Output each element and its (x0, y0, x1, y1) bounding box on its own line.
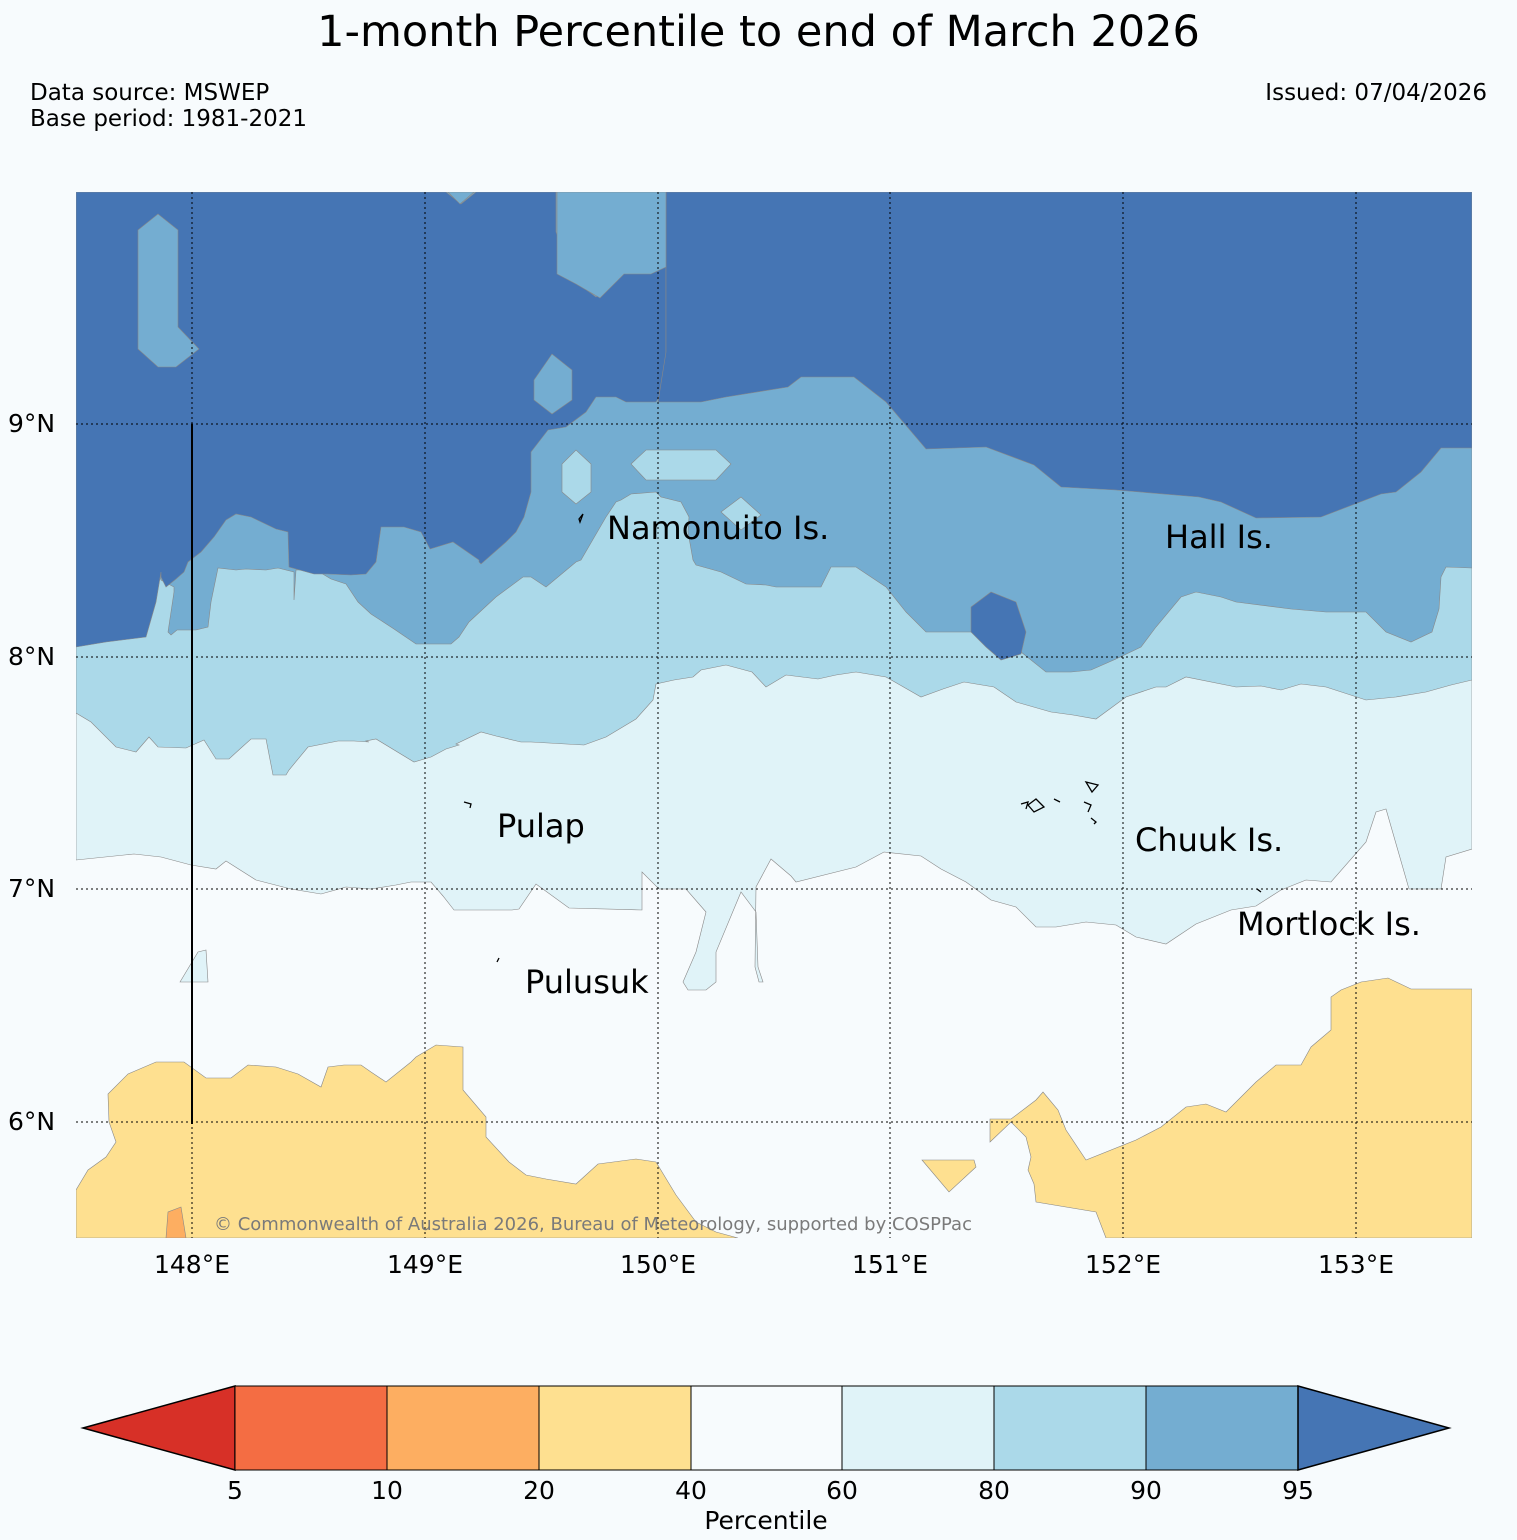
data-source-label: Data source: MSWEP (30, 80, 270, 106)
lon-label-149e: 149°E (386, 1250, 463, 1279)
colorbar-tick-60: 60 (826, 1476, 858, 1505)
lon-label-152e: 152°E (1084, 1250, 1161, 1279)
place-namonuito: Namonuito Is. (607, 509, 830, 547)
colorbar-title: Percentile (704, 1506, 828, 1535)
band-90-95-patch-1 (137, 213, 200, 368)
band-10-20-patch (165, 1206, 187, 1238)
island-outlines (463, 513, 1262, 963)
colorbar-90-95 (1145, 1385, 1299, 1471)
lon-label-148e: 148°E (153, 1250, 230, 1279)
place-mortlock: Mortlock Is. (1237, 905, 1421, 943)
band-80-90-patch-3 (720, 496, 762, 531)
colorbar-60-80 (841, 1385, 995, 1471)
colorbar-tick-90: 90 (1130, 1476, 1162, 1505)
colorbar (80, 1385, 1452, 1471)
band-90-95-patch-4 (447, 192, 475, 205)
colorbar-tick-80: 80 (978, 1476, 1010, 1505)
band-20-40-east (989, 977, 1472, 1238)
band-20-40-west (76, 1044, 739, 1238)
band-above-95-patch (970, 591, 1027, 661)
colorbar-40-60 (690, 1385, 843, 1471)
band-80-90-patch-1 (561, 449, 592, 505)
colorbar-tick-40: 40 (675, 1476, 707, 1505)
band-above-95-east (657, 192, 1472, 519)
colorbar-80-90 (993, 1385, 1147, 1471)
map-canvas (76, 192, 1472, 1238)
band-90-95-patch-2 (556, 192, 667, 299)
lat-label-6n: 6°N (8, 1107, 56, 1136)
place-pulap: Pulap (497, 807, 585, 845)
lon-label-150e: 150°E (619, 1250, 696, 1279)
percentile-map[interactable] (76, 192, 1472, 1238)
band-20-40-center (921, 1159, 977, 1193)
colorbar-tick-10: 10 (371, 1476, 403, 1505)
lat-label-8n: 8°N (8, 642, 56, 671)
colorbar-5-10 (234, 1385, 388, 1471)
data-info: Data source: MSWEP Base period: 1981-202… (30, 80, 307, 132)
place-chuuk: Chuuk Is. (1135, 821, 1284, 859)
colorbar-tick-5: 5 (227, 1476, 243, 1505)
lat-label-9n: 9°N (8, 409, 56, 438)
issued-date: Issued: 07/04/2026 (1265, 80, 1487, 106)
place-pulusuk: Pulusuk (525, 963, 649, 1001)
base-period-label: Base period: 1981-2021 (30, 106, 308, 132)
colorbar-above-95 (1297, 1385, 1452, 1471)
colorbar-below-5 (80, 1385, 236, 1471)
band-90-95-patch-3 (533, 353, 573, 415)
copyright-notice: © Commonwealth of Australia 2026, Bureau… (214, 1214, 972, 1235)
lat-label-7n: 7°N (8, 874, 56, 903)
band-80-90-patch-2 (630, 449, 732, 481)
colorbar-tick-20: 20 (523, 1476, 555, 1505)
lon-label-153e: 153°E (1317, 1250, 1394, 1279)
colorbar-tick-95: 95 (1282, 1476, 1314, 1505)
colorbar-10-20 (386, 1385, 540, 1471)
colorbar-20-40 (538, 1385, 692, 1471)
map-title: 1-month Percentile to end of March 2026 (317, 7, 1200, 57)
place-hall: Hall Is. (1165, 518, 1273, 556)
lon-label-151e: 151°E (851, 1250, 928, 1279)
